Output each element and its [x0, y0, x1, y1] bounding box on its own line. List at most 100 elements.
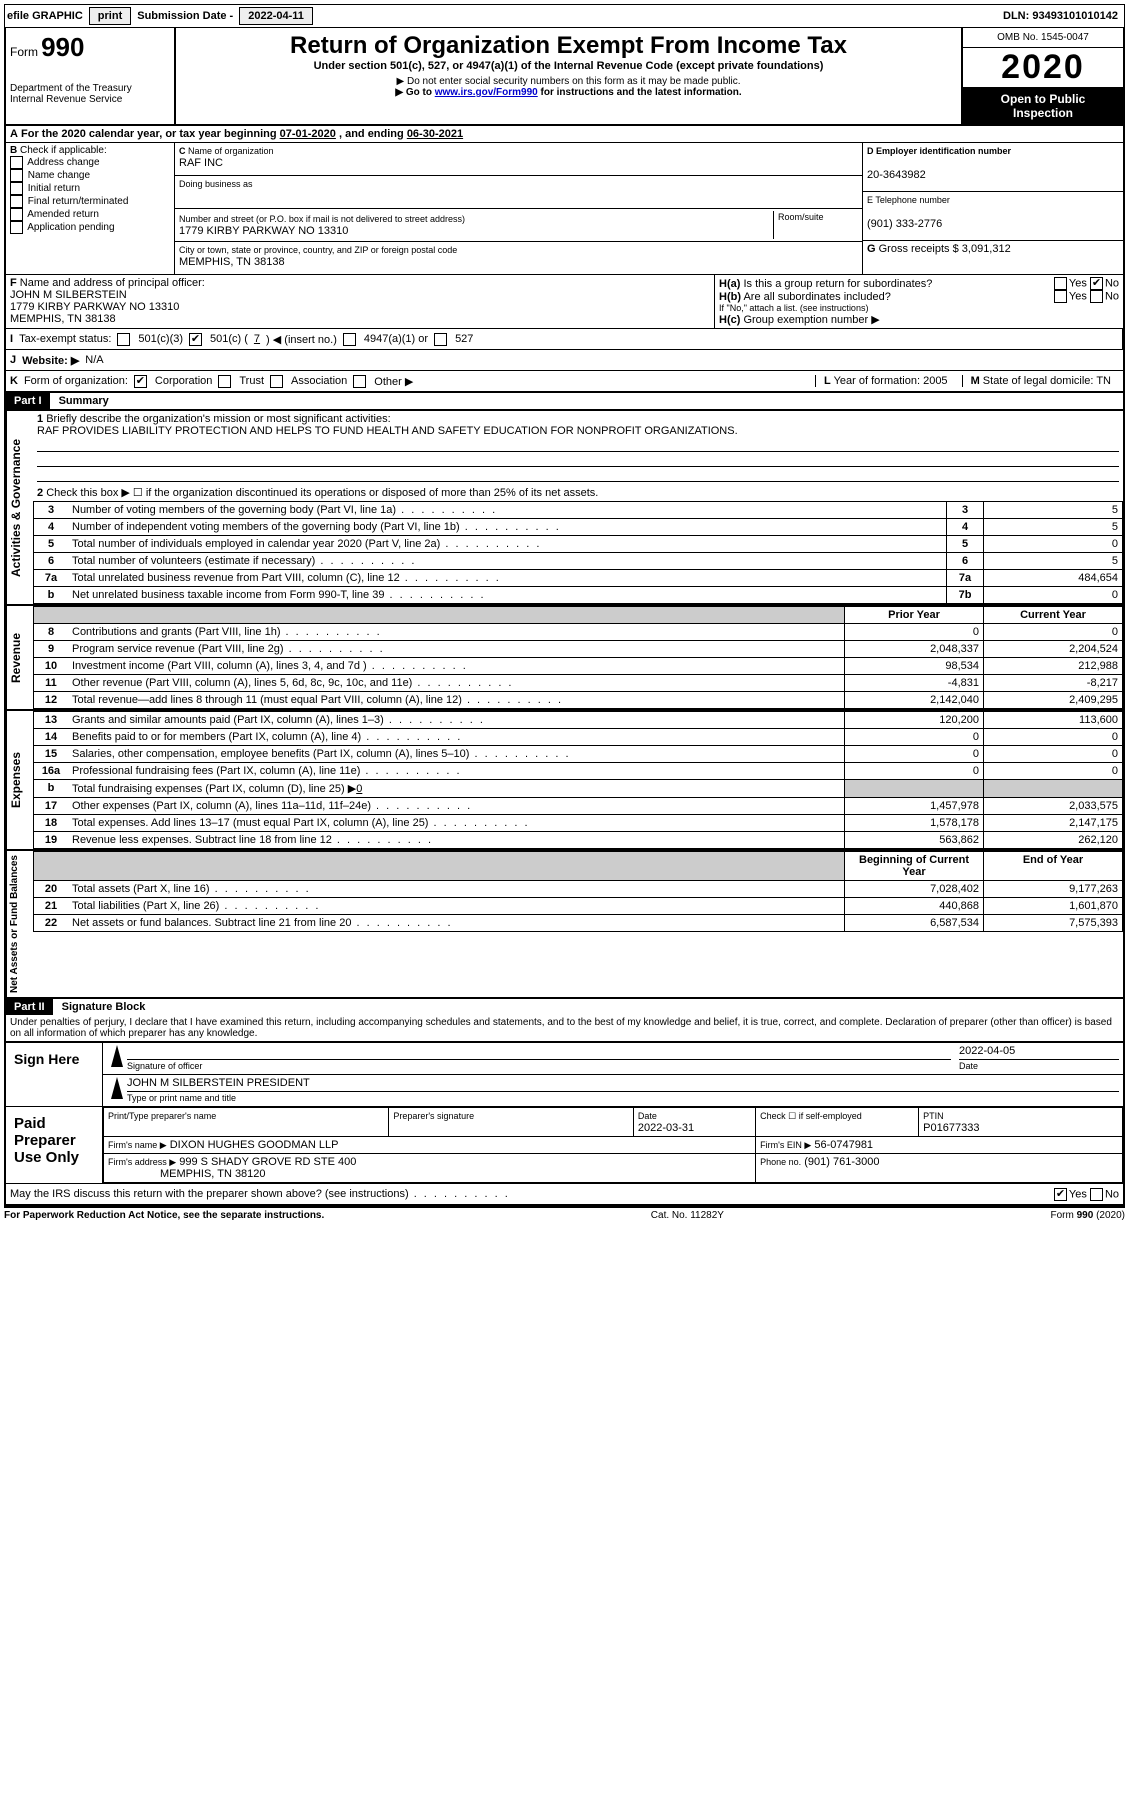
checkbox-501c3[interactable] — [117, 333, 130, 346]
ein-value: 20-3643982 — [867, 169, 926, 181]
prior-year-value: 98,534 — [845, 658, 984, 675]
label-address-change: Address change — [27, 157, 99, 168]
instructions-link[interactable]: www.irs.gov/Form990 — [435, 87, 538, 98]
form-container: Form 990 Department of the Treasury Inte… — [4, 28, 1125, 1208]
ptin-label: PTIN — [923, 1111, 944, 1121]
checkbox-527[interactable] — [434, 333, 447, 346]
col-header-prior: Prior Year — [845, 607, 984, 624]
line-no: 18 — [34, 815, 69, 832]
checkbox-hb-no[interactable] — [1090, 290, 1103, 303]
col-no: 4 — [947, 519, 984, 536]
arrow-icon — [111, 1045, 123, 1067]
prior-year-value: 0 — [845, 624, 984, 641]
prior-year-value: 563,862 — [845, 832, 984, 849]
line1-no: 1 — [37, 413, 43, 425]
line-no: 8 — [34, 624, 69, 641]
period-end: 06-30-2021 — [407, 128, 463, 140]
org-address: 1779 KIRBY PARKWAY NO 13310 — [179, 225, 348, 237]
checkbox-ha-yes[interactable] — [1054, 277, 1067, 290]
label-527: 527 — [455, 333, 473, 345]
line-desc: Total number of volunteers (estimate if … — [68, 553, 947, 570]
checkbox-501c[interactable] — [189, 333, 202, 346]
label-no: No — [1105, 1188, 1119, 1200]
h-block: H(a) Is this a group return for subordin… — [715, 275, 1123, 328]
page-footer: For Paperwork Reduction Act Notice, see … — [4, 1208, 1125, 1223]
col-c-name-address: C Name of organization RAF INC Doing bus… — [175, 143, 863, 274]
ha-label: H(a) — [719, 278, 740, 290]
line-no: 4 — [34, 519, 69, 536]
label-trust: Trust — [239, 375, 264, 387]
dln-label: DLN: — [1003, 10, 1029, 22]
inspect-line1: Open to Public — [967, 92, 1119, 106]
k-text: Form of organization: — [24, 375, 128, 387]
arrow-icon — [111, 1077, 123, 1099]
label-other: Other ▶ — [374, 375, 413, 388]
line-no: 17 — [34, 798, 69, 815]
col-header-current: Current Year — [984, 607, 1123, 624]
f-label: F — [10, 277, 17, 289]
prior-year-value: 440,868 — [845, 898, 984, 915]
current-year-value: 0 — [984, 624, 1123, 641]
line-no: 13 — [34, 712, 69, 729]
dba-label: Doing business as — [179, 179, 253, 189]
line-value: 5 — [984, 519, 1123, 536]
print-preparer-label: Print/Type preparer's name — [108, 1111, 216, 1121]
prior-year-value: 0 — [845, 763, 984, 780]
checkbox-ha-no[interactable] — [1090, 277, 1103, 290]
checkbox-corporation[interactable] — [134, 375, 147, 388]
hb-note: If "No," attach a list. (see instruction… — [719, 303, 1119, 313]
omb-number: OMB No. 1545-0047 — [963, 28, 1123, 48]
checkbox-association[interactable] — [270, 375, 283, 388]
dln-value: 93493101010142 — [1032, 10, 1118, 22]
line-desc: Total number of individuals employed in … — [68, 536, 947, 553]
firm-name: DIXON HUGHES GOODMAN LLP — [170, 1139, 339, 1151]
prior-year-value: 0 — [845, 746, 984, 763]
label-4947: 4947(a)(1) or — [364, 333, 428, 345]
checkbox-address-change[interactable] — [10, 156, 23, 169]
name-label: Name of organization — [188, 146, 274, 156]
f-h-block: F Name and address of principal officer:… — [6, 275, 1123, 329]
checkbox-discuss-no[interactable] — [1090, 1188, 1103, 1201]
checkbox-name-change[interactable] — [10, 169, 23, 182]
dept-treasury: Department of the Treasury — [10, 83, 170, 94]
checkbox-discuss-yes[interactable] — [1054, 1188, 1067, 1201]
print-button[interactable]: print — [89, 7, 131, 25]
line-desc: Professional fundraising fees (Part IX, … — [68, 763, 845, 780]
checkbox-initial-return[interactable] — [10, 182, 23, 195]
line-no: b — [34, 587, 69, 604]
col-no: 3 — [947, 502, 984, 519]
label-501c3: 501(c)(3) — [138, 333, 183, 345]
current-year-value: 2,204,524 — [984, 641, 1123, 658]
checkbox-final-return[interactable] — [10, 195, 23, 208]
row-a-period: A For the 2020 calendar year, or tax yea… — [6, 126, 1123, 143]
city-label: City or town, state or province, country… — [179, 245, 457, 255]
gross-receipts-value: 3,091,312 — [962, 243, 1011, 255]
efile-label: efile GRAPHIC — [7, 10, 83, 22]
checkbox-application-pending[interactable] — [10, 221, 23, 234]
checkbox-hb-yes[interactable] — [1054, 290, 1067, 303]
line-no: 16a — [34, 763, 69, 780]
col-b-checkboxes: B Check if applicable: Address change Na… — [6, 143, 175, 274]
hb-text: Are all subordinates included? — [743, 291, 890, 303]
header-blank — [68, 852, 845, 881]
form-word: Form — [10, 45, 38, 59]
checkbox-4947[interactable] — [343, 333, 356, 346]
period-begin: 07-01-2020 — [280, 128, 336, 140]
date-label: Date — [959, 1061, 978, 1071]
current-year-value: 0 — [984, 729, 1123, 746]
type-name-label: Type or print name and title — [127, 1093, 236, 1103]
checkbox-trust[interactable] — [218, 375, 231, 388]
label-corporation: Corporation — [155, 375, 212, 387]
label-name-change: Name change — [28, 170, 90, 181]
addr-label: Number and street (or P.O. box if mail i… — [179, 214, 465, 224]
header-center: Return of Organization Exempt From Incom… — [176, 28, 963, 124]
preparer-sig-label: Preparer's signature — [393, 1111, 474, 1121]
f-text: Name and address of principal officer: — [20, 277, 205, 289]
footer-left: For Paperwork Reduction Act Notice, see … — [4, 1210, 324, 1221]
form-subtitle: Under section 501(c), 527, or 4947(a)(1)… — [180, 60, 957, 72]
line2-text: Check this box ▶ ☐ if the organization d… — [46, 487, 598, 499]
submission-date: 2022-04-11 — [239, 7, 313, 25]
checkbox-amended[interactable] — [10, 208, 23, 221]
checkbox-other[interactable] — [353, 375, 366, 388]
col-de: D Employer identification number 20-3643… — [863, 143, 1123, 274]
